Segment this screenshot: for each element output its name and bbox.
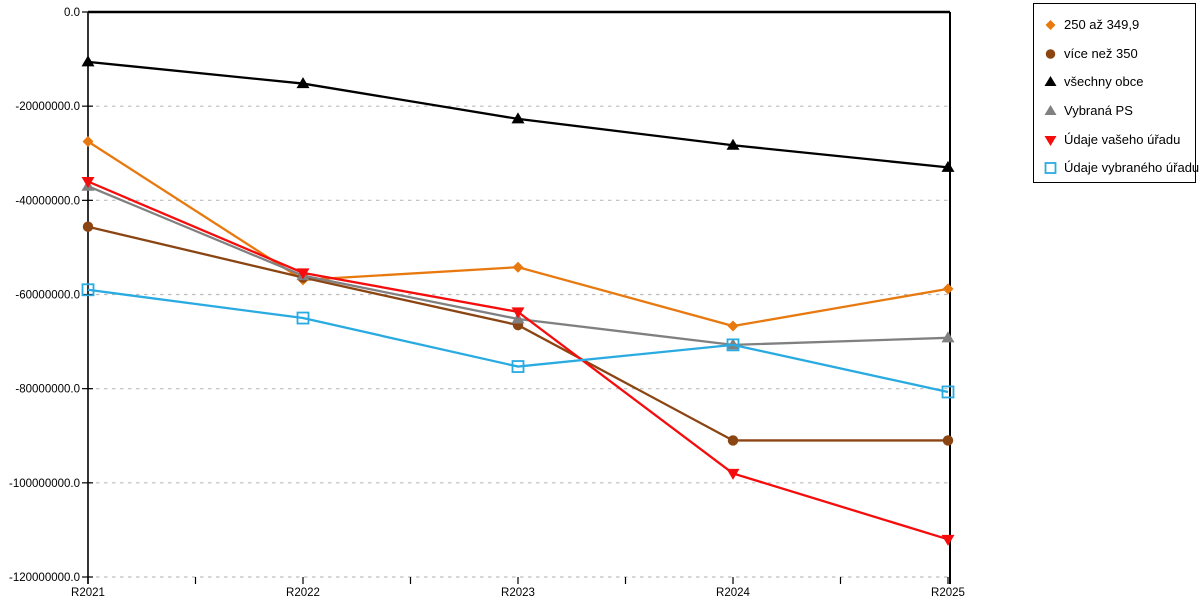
triangle-down-marker-icon (81, 177, 95, 188)
square-open-marker-icon (726, 338, 740, 352)
square-open-marker-icon (1044, 162, 1057, 175)
legend-item-label: Údaje vašeho úřadu (1064, 131, 1181, 147)
y-tick-label: -20000000.0 (15, 101, 80, 113)
triangle-down-marker-icon (1044, 135, 1057, 146)
y-tick-label: -100000000.0 (9, 478, 80, 490)
series-5 (81, 283, 955, 399)
diamond-marker-icon (727, 320, 739, 332)
legend-item-0: 250 až 349,9 (1043, 10, 1195, 39)
triangle-up-marker-icon (296, 77, 310, 89)
triangle-down-marker-icon (296, 268, 310, 280)
series-5-line (87, 288, 949, 394)
diamond-marker-icon (942, 283, 954, 295)
legend-item-label: Vybraná PS (1064, 102, 1133, 118)
triangle-down-marker-icon (511, 307, 525, 319)
legend-item-label: více než 350 (1064, 45, 1138, 61)
legend-item-1: více než 350 (1043, 39, 1195, 68)
x-tick-label: R2021 (71, 587, 105, 599)
x-tick-label: R2025 (931, 587, 965, 599)
triangle-up-marker-icon (1044, 104, 1057, 115)
x-tick-label: R2024 (716, 587, 750, 599)
chart-legend: 250 až 349,9 více než 350 všechny obce Vybr… (1033, 3, 1199, 183)
legend-item-label: všechny obce (1064, 74, 1144, 90)
square-open-marker-icon (296, 311, 310, 325)
y-tick-label: -40000000.0 (15, 195, 80, 207)
legend-item-2: všechny obce (1043, 67, 1195, 96)
y-tick-label: 0.0 (64, 7, 80, 19)
square-open-marker-icon (81, 283, 95, 297)
circle-marker-icon (942, 435, 954, 446)
triangle-up-marker-icon (1044, 76, 1057, 87)
diamond-marker-icon (82, 135, 94, 147)
legend-item-5: Údaje vybraného úřadu (1043, 153, 1199, 182)
diamond-marker-icon (512, 261, 524, 273)
triangle-down-marker-icon (941, 534, 955, 546)
circle-marker-icon (727, 435, 739, 446)
series-2 (81, 55, 955, 172)
circle-marker-icon (1045, 48, 1056, 59)
y-tick-label: -120000000.0 (9, 572, 80, 584)
triangle-up-marker-icon (941, 160, 955, 172)
axes: 0.0 -20000000.0 -40000000.0 -60000000.0 -800… (9, 7, 965, 599)
square-open-marker-icon (511, 360, 525, 373)
x-tick-label: R2023 (501, 587, 535, 599)
triangle-up-marker-icon (726, 138, 740, 150)
triangle-down-marker-icon (1044, 135, 1057, 146)
triangle-up-marker-icon (1044, 76, 1057, 87)
y-tick-label: -60000000.0 (15, 290, 80, 302)
circle-marker-icon (1045, 48, 1056, 59)
triangle-up-marker-icon (941, 331, 955, 343)
diamond-marker-icon (1045, 19, 1056, 30)
series-1 (82, 221, 954, 446)
series-4 (81, 177, 955, 546)
x-tick-label: R2022 (286, 587, 320, 599)
y-tick-label: -80000000.0 (15, 384, 80, 396)
series-0-line (87, 140, 949, 328)
legend-item-label: 250 až 349,9 (1064, 16, 1140, 32)
triangle-up-marker-icon (511, 112, 525, 124)
triangle-up-marker-icon (1044, 104, 1057, 115)
square-open-marker-icon (1044, 162, 1057, 175)
legend-item-label: Údaje vybraného úřadu (1064, 160, 1200, 176)
series-1-line (87, 225, 948, 442)
square-open-marker-icon (941, 385, 955, 399)
diamond-marker-icon (1045, 19, 1056, 30)
legend-item-3: Vybraná PS (1043, 96, 1195, 125)
triangle-down-marker-icon (726, 468, 740, 480)
legend-item-4: Údaje vašeho úřadu (1043, 125, 1195, 154)
triangle-up-marker-icon (81, 55, 95, 67)
circle-marker-icon (82, 221, 94, 232)
